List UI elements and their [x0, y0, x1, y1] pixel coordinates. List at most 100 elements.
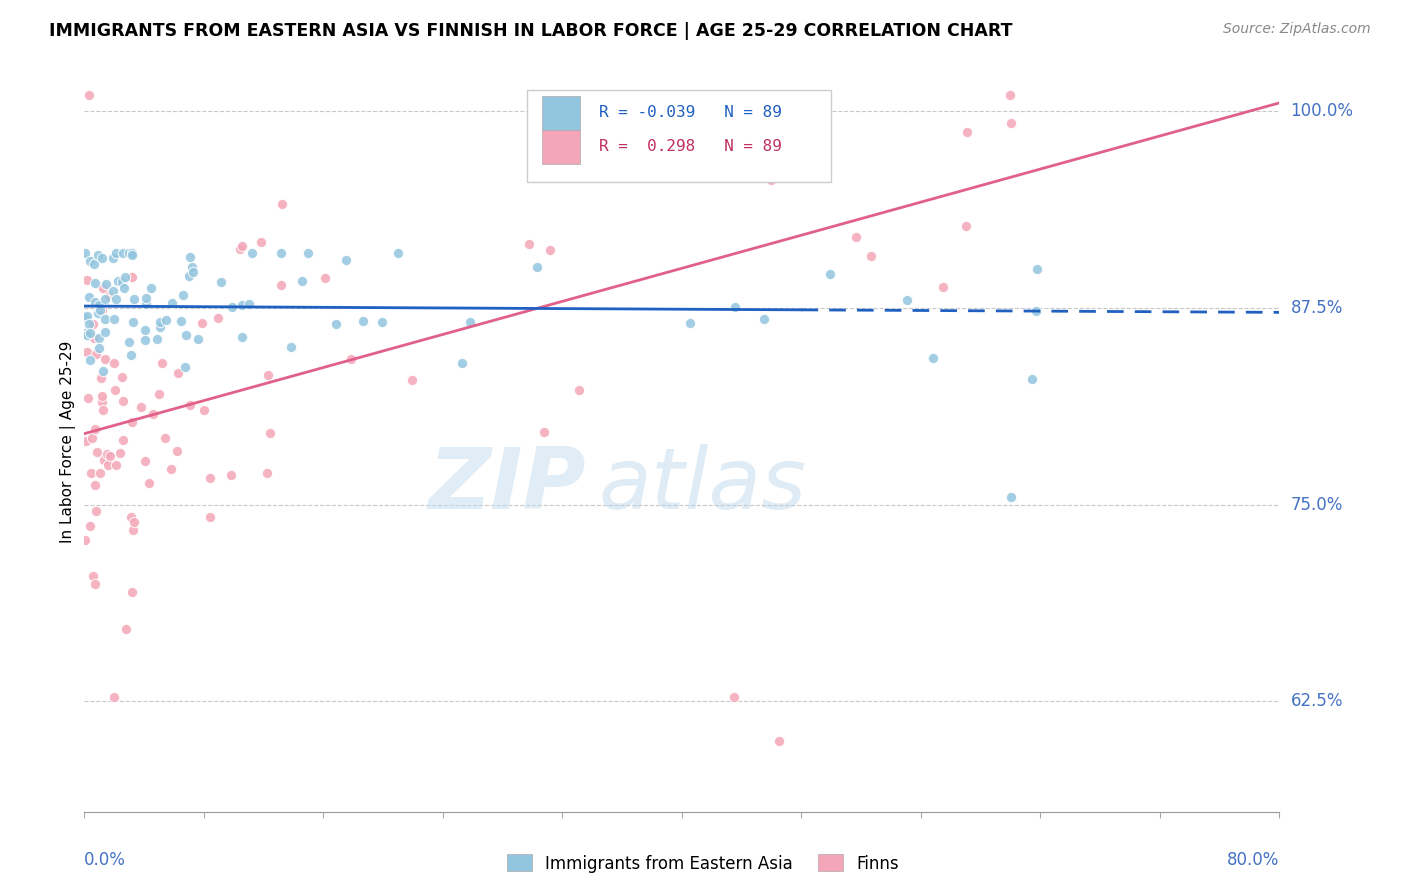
- Point: [87, 298, 110, 312]
- Point: [150, 356, 173, 370]
- Point: [112, 281, 135, 295]
- Point: [179, 398, 201, 412]
- Point: [159, 461, 181, 475]
- Point: [219, 468, 242, 483]
- Point: [149, 315, 172, 329]
- Point: [107, 275, 129, 289]
- Point: [87, 306, 110, 320]
- Point: [91, 395, 114, 409]
- Point: [112, 393, 135, 408]
- Point: [73, 245, 96, 260]
- Point: [89, 466, 111, 480]
- Text: R = -0.039   N = 89: R = -0.039 N = 89: [599, 105, 782, 120]
- Text: IMMIGRANTS FROM EASTERN ASIA VS FINNISH IN LABOR FORCE | AGE 25-29 CORRELATION C: IMMIGRANTS FROM EASTERN ASIA VS FINNISH …: [49, 22, 1012, 40]
- Point: [568, 384, 591, 398]
- Point: [94, 352, 117, 367]
- Text: 87.5%: 87.5%: [1291, 299, 1343, 317]
- Point: [314, 270, 336, 285]
- Point: [122, 523, 145, 537]
- Point: [1025, 261, 1047, 276]
- Point: [103, 690, 125, 705]
- Point: [1000, 116, 1022, 130]
- Point: [129, 401, 152, 415]
- Point: [1025, 304, 1047, 318]
- Point: [90, 251, 112, 265]
- Point: [754, 312, 776, 326]
- Point: [111, 275, 134, 289]
- Point: [221, 300, 243, 314]
- Point: [83, 276, 105, 290]
- Point: [845, 229, 868, 244]
- FancyBboxPatch shape: [527, 90, 831, 183]
- Point: [118, 245, 141, 260]
- Point: [932, 279, 955, 293]
- Point: [94, 312, 117, 326]
- Point: [270, 277, 292, 292]
- Point: [270, 197, 292, 211]
- Point: [75, 434, 97, 448]
- Point: [121, 315, 143, 329]
- Point: [90, 370, 112, 384]
- Point: [181, 265, 204, 279]
- Point: [111, 369, 134, 384]
- Point: [723, 690, 745, 704]
- Point: [134, 333, 156, 347]
- Point: [138, 476, 160, 491]
- Point: [335, 253, 357, 268]
- Point: [84, 504, 107, 518]
- Point: [231, 329, 253, 343]
- Point: [87, 331, 110, 345]
- Point: [238, 297, 260, 311]
- Point: [120, 348, 142, 362]
- Text: 100.0%: 100.0%: [1291, 102, 1354, 120]
- Point: [387, 245, 409, 260]
- Point: [325, 317, 347, 331]
- Point: [371, 315, 394, 329]
- Point: [103, 356, 125, 370]
- Point: [179, 250, 201, 264]
- Point: [93, 403, 115, 417]
- Point: [75, 326, 97, 340]
- Point: [153, 431, 176, 445]
- Point: [84, 294, 107, 309]
- Point: [724, 300, 747, 314]
- Point: [149, 319, 172, 334]
- Point: [187, 332, 209, 346]
- Point: [859, 249, 882, 263]
- Text: 0.0%: 0.0%: [84, 851, 127, 869]
- Point: [401, 374, 423, 388]
- Point: [134, 454, 156, 468]
- Point: [97, 458, 120, 472]
- Point: [818, 267, 841, 281]
- Y-axis label: In Labor Force | Age 25-29: In Labor Force | Age 25-29: [60, 341, 76, 542]
- Point: [340, 351, 363, 366]
- Point: [259, 425, 281, 440]
- Point: [80, 466, 103, 480]
- Point: [1021, 371, 1043, 385]
- Point: [297, 245, 319, 260]
- Point: [517, 237, 540, 252]
- Point: [229, 242, 252, 256]
- Point: [84, 576, 107, 591]
- Point: [83, 422, 105, 436]
- Point: [956, 125, 979, 139]
- Point: [77, 317, 100, 331]
- Point: [96, 446, 118, 460]
- Point: [121, 415, 143, 429]
- Point: [679, 317, 702, 331]
- Point: [240, 245, 263, 260]
- Point: [97, 289, 120, 303]
- Point: [111, 433, 134, 447]
- Point: [451, 357, 474, 371]
- Point: [172, 287, 194, 301]
- Point: [146, 332, 169, 346]
- Point: [922, 351, 945, 365]
- Point: [76, 273, 98, 287]
- Point: [122, 292, 145, 306]
- Point: [93, 453, 115, 467]
- Text: ZIP: ZIP: [429, 444, 586, 527]
- Point: [79, 352, 101, 367]
- Point: [75, 533, 97, 547]
- Point: [174, 328, 197, 343]
- Point: [105, 458, 128, 473]
